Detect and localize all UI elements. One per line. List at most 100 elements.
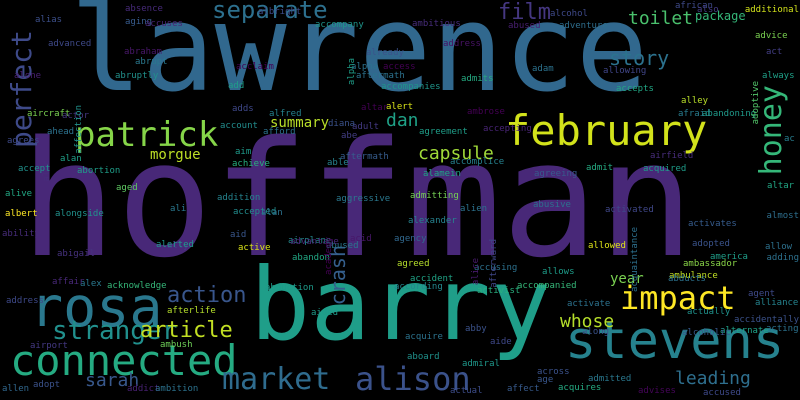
word-cloud-word: year xyxy=(610,271,644,287)
word-cloud-word: alert xyxy=(386,102,414,112)
word-cloud-word: additional xyxy=(744,5,799,15)
word-cloud-word: add xyxy=(228,81,245,91)
word-cloud-word: morgue xyxy=(150,147,201,163)
word-cloud-word: alcoholic xyxy=(682,328,731,338)
word-cloud-word: acquire xyxy=(405,332,443,342)
word-cloud-word: aggressive xyxy=(336,194,391,204)
word-cloud-word: stranger xyxy=(52,316,178,346)
word-cloud-word: hoffman xyxy=(20,106,695,293)
word-cloud-word: stevens xyxy=(565,311,785,371)
word-cloud-word: alive xyxy=(5,189,33,199)
word-cloud-word: aftermath xyxy=(356,71,405,81)
word-cloud-word: acknowledge xyxy=(107,281,167,291)
word-cloud-word: ali xyxy=(170,204,187,214)
word-cloud-word: aide xyxy=(490,337,512,347)
word-cloud-word: accompany xyxy=(315,20,364,30)
word-cloud-word: accuses xyxy=(145,19,183,29)
word-cloud-word: advantage xyxy=(290,237,339,247)
word-cloud-word: aircraft xyxy=(27,109,71,119)
word-cloud-word: addition xyxy=(217,193,261,203)
word-cloud-word: whose xyxy=(560,311,615,332)
word-cloud-word: ambush xyxy=(160,340,193,350)
word-cloud-word: actual xyxy=(450,386,483,396)
word-cloud-word: admitted xyxy=(588,374,632,384)
word-cloud-word: along xyxy=(582,327,610,337)
word-cloud-word: perfect xyxy=(5,30,38,149)
word-cloud-word: alerted xyxy=(156,240,194,250)
word-cloud-word: afterward xyxy=(489,239,499,288)
word-cloud-word: ac xyxy=(784,134,795,144)
word-cloud-word: alliance xyxy=(755,298,799,308)
word-cloud-word: accidentally xyxy=(733,315,799,325)
word-cloud-word: admits xyxy=(461,74,494,84)
word-cloud-word: alias xyxy=(35,15,63,25)
word-cloud-word: affect xyxy=(507,384,540,394)
word-cloud-word: alison xyxy=(355,360,471,398)
word-cloud-word: aging xyxy=(125,17,153,27)
word-cloud-word: achieve xyxy=(232,159,270,169)
word-cloud-word: albright xyxy=(258,7,302,17)
word-cloud-word: adopt xyxy=(33,380,61,390)
word-cloud-word: afford xyxy=(263,127,296,137)
word-cloud-word: according xyxy=(394,282,443,292)
word-cloud-word: acting xyxy=(766,324,799,334)
word-cloud-word: abused xyxy=(508,21,541,31)
word-cloud-word: address xyxy=(6,296,44,306)
word-cloud-word: alcohol xyxy=(550,9,588,19)
word-cloud-word: abandon xyxy=(292,253,330,263)
word-cloud-word: aged xyxy=(116,183,138,193)
word-cloud-word: addict xyxy=(127,384,160,394)
word-cloud-word: afterlife xyxy=(167,306,216,316)
word-cloud-word: accepting xyxy=(483,124,532,134)
word-cloud-word: barry xyxy=(250,246,552,363)
word-cloud-word: admiral xyxy=(462,359,500,369)
word-cloud-word: aim xyxy=(235,147,252,157)
word-cloud-word: allowing xyxy=(603,66,647,76)
word-cloud-word: accomplice xyxy=(450,157,505,167)
word-cloud-word: february xyxy=(505,106,708,155)
word-cloud-word: alien xyxy=(460,204,488,214)
word-cloud-word: patrick xyxy=(75,115,219,155)
word-cloud-word: adding xyxy=(766,253,799,263)
word-cloud-word: alice xyxy=(471,258,481,286)
word-cloud-word: age xyxy=(537,375,554,385)
word-cloud-word: summary xyxy=(270,115,330,131)
word-cloud-word: separate xyxy=(212,0,328,24)
word-cloud-word: affair xyxy=(52,277,85,287)
word-cloud-word: capsule xyxy=(418,143,494,164)
word-cloud-word: impact xyxy=(620,279,736,317)
word-cloud-word: access xyxy=(383,62,416,72)
word-cloud-word: allowed xyxy=(588,241,626,251)
word-cloud-word: dan xyxy=(386,110,419,131)
word-cloud-word: admitting xyxy=(410,191,459,201)
word-cloud-word: abruptly xyxy=(115,71,159,81)
word-cloud-word: adopted xyxy=(692,239,730,249)
word-cloud-word: aid xyxy=(230,230,247,240)
word-cloud-word: acquires xyxy=(558,383,602,393)
word-cloud-word: abusive xyxy=(533,200,571,210)
word-cloud-word: abducts xyxy=(668,274,706,284)
word-cloud-word: always xyxy=(762,71,795,81)
word-cloud-word: abused xyxy=(326,241,359,251)
word-cloud-word: adds xyxy=(232,104,254,114)
word-cloud-word: aboard xyxy=(407,352,440,362)
word-cloud-word: accusing xyxy=(474,263,518,273)
word-cloud-word: agreed xyxy=(397,259,430,269)
word-cloud-word: afraid xyxy=(678,109,711,119)
word-cloud-word: altar xyxy=(361,103,389,113)
word-cloud-word: package xyxy=(695,9,746,23)
word-cloud-word: acquaintance xyxy=(630,227,640,293)
word-cloud-word: diana xyxy=(328,119,356,129)
word-cloud-word: agrees xyxy=(7,136,40,146)
word-cloud-word: abigail xyxy=(57,249,95,259)
word-cloud-word: accepted xyxy=(233,207,277,217)
word-cloud-word: activist xyxy=(477,286,521,296)
word-cloud-word: alfred xyxy=(269,109,302,119)
word-cloud-word: article xyxy=(140,318,233,343)
word-cloud-word: agency xyxy=(394,234,427,244)
word-cloud-word: across xyxy=(537,367,570,377)
word-cloud-word: abby xyxy=(465,324,487,334)
word-cloud-word: alley xyxy=(681,96,709,106)
word-cloud-word: ambition xyxy=(155,384,199,394)
word-cloud-word: accused xyxy=(703,388,741,398)
